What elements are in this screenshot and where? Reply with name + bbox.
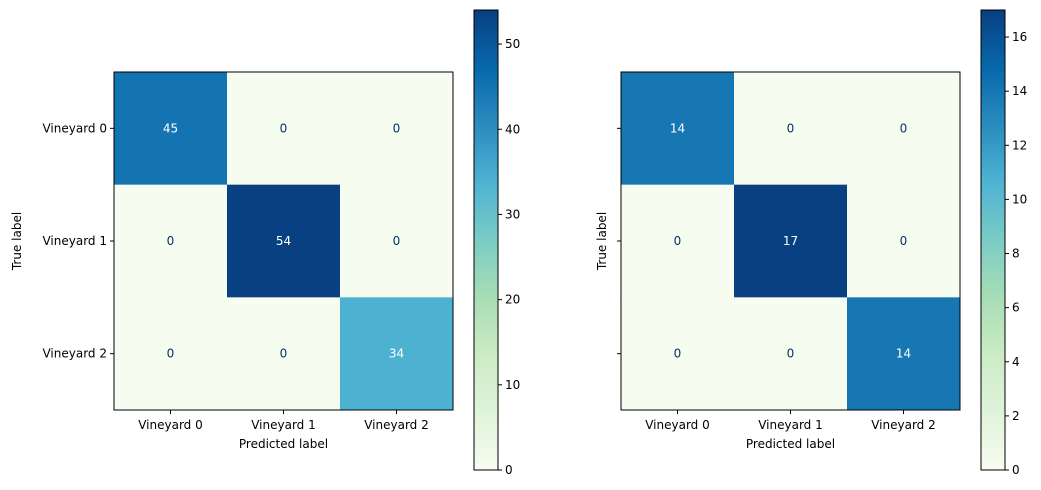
matrix-cell-r0-c2 (340, 72, 454, 186)
colorbar-tick-label: 30 (505, 207, 520, 221)
colorbar-tick-label: 20 (505, 293, 520, 307)
matrix-cell-r0-c1 (734, 72, 848, 186)
matrix-cell-value: 17 (783, 234, 798, 248)
colorbar-tick-label: 50 (505, 37, 520, 51)
matrix-cell-r1-c1 (227, 184, 341, 298)
matrix-cell-value: 54 (276, 234, 291, 248)
x-tick-label: Vineyard 0 (138, 418, 203, 432)
colorbar-tick-label: 10 (1012, 192, 1027, 206)
matrix-cell-value: 0 (280, 347, 288, 361)
matrix-cell-r0-c0 (114, 72, 228, 186)
matrix-cell-r0-c0 (621, 72, 735, 186)
x-tick-label: Vineyard 2 (364, 418, 429, 432)
x-tick-label: Vineyard 1 (758, 418, 823, 432)
y-axis-label: True label (10, 212, 24, 271)
colorbar-tick-label: 12 (1012, 138, 1027, 152)
matrix-cell-value: 0 (787, 121, 795, 135)
matrix-cell-r2-c0 (114, 297, 228, 411)
matrix-cell-value: 0 (280, 121, 288, 135)
colorbar-tick-label: 4 (1012, 355, 1020, 369)
matrix-cell-r2-c2 (847, 297, 961, 411)
colorbar-tick-label: 40 (505, 122, 520, 136)
matrix-cell-r1-c0 (114, 184, 228, 298)
matrix-cell-value: 34 (389, 347, 404, 361)
matrix-cell-value: 14 (896, 347, 911, 361)
colorbar-tick-label: 8 (1012, 247, 1020, 261)
confusion-matrix-panel-2: 14 0 0 0 17 0 0 0 14 Vineyard 0 Vineyard 1 Vineyar… (595, 71, 961, 451)
matrix-cell-r2-c0 (621, 297, 735, 411)
matrix-cell-value: 0 (674, 347, 682, 361)
matrix-cell-value: 0 (787, 347, 795, 361)
y-tick-label: Vineyard 2 (42, 347, 107, 361)
matrix-cell-value: 0 (393, 234, 401, 248)
colorbar-tick-label: 2 (1012, 409, 1020, 423)
matrix-cell-r2-c2 (340, 297, 454, 411)
colorbar-1: 0 10 20 30 40 50 (473, 9, 520, 477)
colorbar-tick-label: 14 (1012, 84, 1027, 98)
confusion-matrix-panel-1: 45 0 0 0 54 0 0 0 34 Vineyard 0 Vineyard 1 Vineyar… (10, 71, 454, 451)
matrix-cell-value: 14 (670, 121, 685, 135)
y-tick-label: Vineyard 0 (42, 121, 107, 135)
x-axis-label: Predicted label (746, 437, 835, 451)
matrix-cell-value: 0 (674, 234, 682, 248)
matrix-cell-r2-c1 (227, 297, 341, 411)
matrix-cell-r2-c1 (734, 297, 848, 411)
y-axis-label: True label (595, 212, 609, 271)
colorbar-tick-label: 0 (1012, 463, 1020, 477)
y-tick-label: Vineyard 1 (42, 234, 107, 248)
colorbar-tick-label: 10 (505, 378, 520, 392)
matrix-cell-r1-c1 (734, 184, 848, 298)
matrix-cell-r1-c2 (847, 184, 961, 298)
matrix-cell-value: 45 (163, 121, 178, 135)
matrix-cell-r1-c2 (340, 184, 454, 298)
colorbar-tick-label: 6 (1012, 301, 1020, 315)
matrix-cell-r0-c1 (227, 72, 341, 186)
matrix-cell-r1-c0 (621, 184, 735, 298)
matrix-cell-value: 0 (167, 234, 175, 248)
matrix-cell-value: 0 (393, 121, 401, 135)
x-tick-label: Vineyard 0 (645, 418, 710, 432)
matrix-cell-value: 0 (900, 234, 908, 248)
matrix-cell-r0-c2 (847, 72, 961, 186)
colorbar-tick-label: 0 (505, 463, 513, 477)
matrix-cell-value: 0 (167, 347, 175, 361)
colorbar-tick-label: 16 (1012, 30, 1027, 44)
matrix-cell-value: 0 (900, 121, 908, 135)
x-tick-label: Vineyard 1 (251, 418, 316, 432)
x-axis-label: Predicted label (239, 437, 328, 451)
x-tick-label: Vineyard 2 (871, 418, 936, 432)
colorbar-2: 0 2 4 6 8 10 12 14 16 (980, 9, 1027, 477)
